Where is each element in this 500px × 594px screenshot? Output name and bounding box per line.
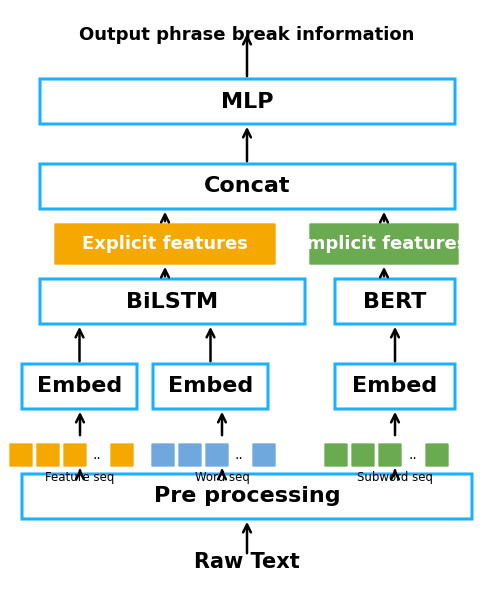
Text: Embed: Embed [352,377,438,397]
FancyBboxPatch shape [335,364,455,409]
Text: Concat: Concat [204,176,291,197]
Text: Feature seq: Feature seq [46,471,114,484]
FancyBboxPatch shape [310,224,458,264]
Text: ..: .. [235,448,244,462]
FancyBboxPatch shape [55,224,275,264]
Text: Output phrase break information: Output phrase break information [80,26,414,44]
FancyBboxPatch shape [40,164,455,209]
FancyBboxPatch shape [424,443,450,467]
FancyBboxPatch shape [40,79,455,124]
Text: ..: .. [93,448,102,462]
Text: Subword seq: Subword seq [357,471,433,484]
FancyBboxPatch shape [150,443,176,467]
FancyBboxPatch shape [22,474,472,519]
Text: BiLSTM: BiLSTM [126,292,218,311]
FancyBboxPatch shape [153,364,268,409]
Text: MLP: MLP [221,91,274,112]
FancyBboxPatch shape [204,443,230,467]
Text: Raw Text: Raw Text [194,552,300,572]
FancyBboxPatch shape [252,443,276,467]
FancyBboxPatch shape [178,443,203,467]
Text: BERT: BERT [364,292,426,311]
FancyBboxPatch shape [350,443,376,467]
Text: Explicit features: Explicit features [82,235,248,253]
FancyBboxPatch shape [110,443,134,467]
Text: Implicit features: Implicit features [300,235,468,253]
Text: ..: .. [408,448,417,462]
FancyBboxPatch shape [40,279,305,324]
FancyBboxPatch shape [62,443,88,467]
Text: Embed: Embed [37,377,122,397]
Text: Embed: Embed [168,377,253,397]
FancyBboxPatch shape [324,443,348,467]
Text: Word seq: Word seq [194,471,250,484]
FancyBboxPatch shape [22,364,137,409]
FancyBboxPatch shape [8,443,34,467]
FancyBboxPatch shape [335,279,455,324]
FancyBboxPatch shape [36,443,60,467]
FancyBboxPatch shape [378,443,402,467]
Text: Pre processing: Pre processing [154,486,340,507]
